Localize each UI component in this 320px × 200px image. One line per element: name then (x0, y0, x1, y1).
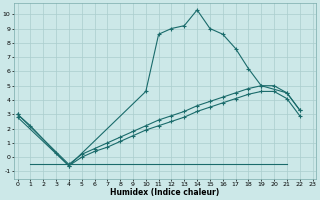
X-axis label: Humidex (Indice chaleur): Humidex (Indice chaleur) (110, 188, 220, 197)
